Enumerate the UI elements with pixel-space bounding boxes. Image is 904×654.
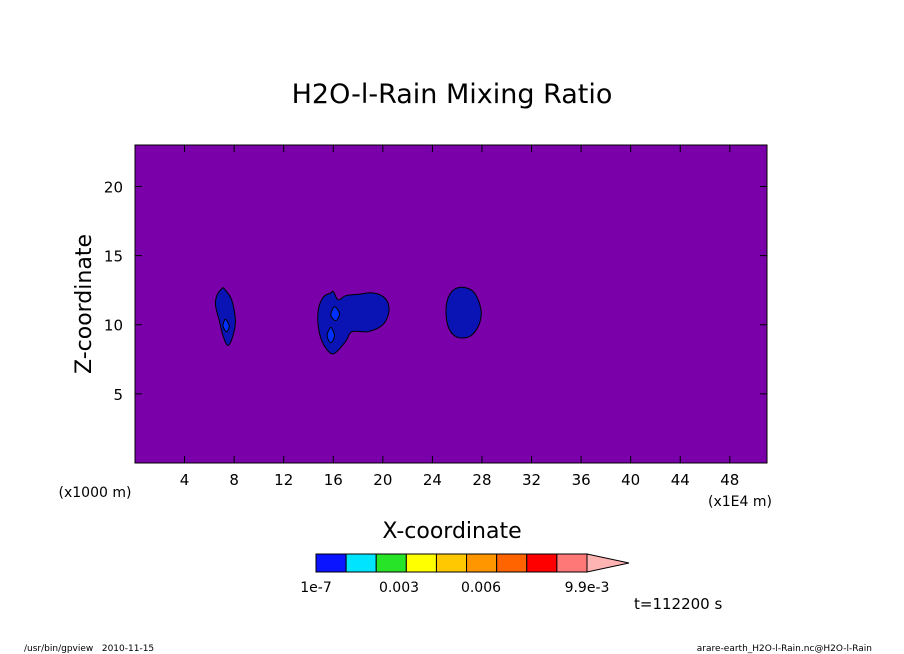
contour-blob-6 [326,326,336,344]
y-unit-label: (x1000 m) [59,485,132,501]
colorbar-segment-8 [556,553,588,573]
x-tick-label-5: 24 [423,471,442,489]
footer-right: arare-earth_H2O-l-Rain.nc@H2O-l-Rain [697,644,872,654]
x-tick-label-0: 4 [180,471,190,489]
colorbar-arrow [586,553,630,573]
colorbar-label-2: 0.006 [461,580,501,596]
chart-title: H2O-l-Rain Mixing Ratio [292,79,613,110]
y-tick-label-1: 10 [104,317,123,335]
x-tick-label-10: 44 [671,471,690,489]
colorbar-segment-0 [315,553,347,573]
colorbar-segment-7 [526,553,558,573]
colorbar-label-3: 9.9e-3 [565,580,610,596]
contour-blob-5 [330,306,341,322]
x-tick-label-4: 20 [373,471,392,489]
colorbar-segment-5 [466,553,498,573]
colorbar-label-0: 1e-7 [300,580,331,596]
plot-frame [134,144,768,464]
contour-blob-3 [445,286,482,339]
colorbar-segment-4 [435,553,468,573]
contour-regions [214,286,482,355]
colorbar-segment-3 [405,553,437,573]
x-tick-label-9: 40 [621,471,640,489]
x-tick-label-1: 8 [229,471,239,489]
contour-blob-4 [222,318,230,333]
plot-area [134,144,768,464]
y-axis-title: Z-coordinate [72,234,97,374]
x-unit-label: (x1E4 m) [708,494,772,510]
x-tick-label-3: 16 [324,471,343,489]
colorbar [315,553,630,573]
colorbar-labels: 1e-7 0.003 0.006 9.9e-3 [300,580,609,596]
x-tick-label-2: 12 [274,471,293,489]
x-tick-label-7: 32 [522,471,541,489]
x-tick-label-11: 48 [720,471,739,489]
x-axis-title: X-coordinate [382,519,521,544]
y-tick-label-2: 15 [104,248,123,266]
colorbar-segment-6 [496,553,528,573]
y-tick-label-3: 20 [104,178,123,196]
y-tick-label-0: 5 [113,386,123,404]
x-tick-label-6: 28 [472,471,491,489]
contour-blob-1 [214,287,236,347]
colorbar-segment-2 [375,553,407,573]
colorbar-segment-1 [345,553,377,573]
footer-left: /usr/bin/gpview 2010-11-15 [24,644,154,654]
x-tick-label-8: 36 [572,471,591,489]
time-label: t=112200 s [634,595,722,613]
y-axis-ticks: 5 10 15 20 [104,178,767,404]
x-axis-ticks: 4 8 12 16 20 24 28 32 36 40 44 48 [180,145,739,489]
colorbar-label-1: 0.003 [379,580,419,596]
